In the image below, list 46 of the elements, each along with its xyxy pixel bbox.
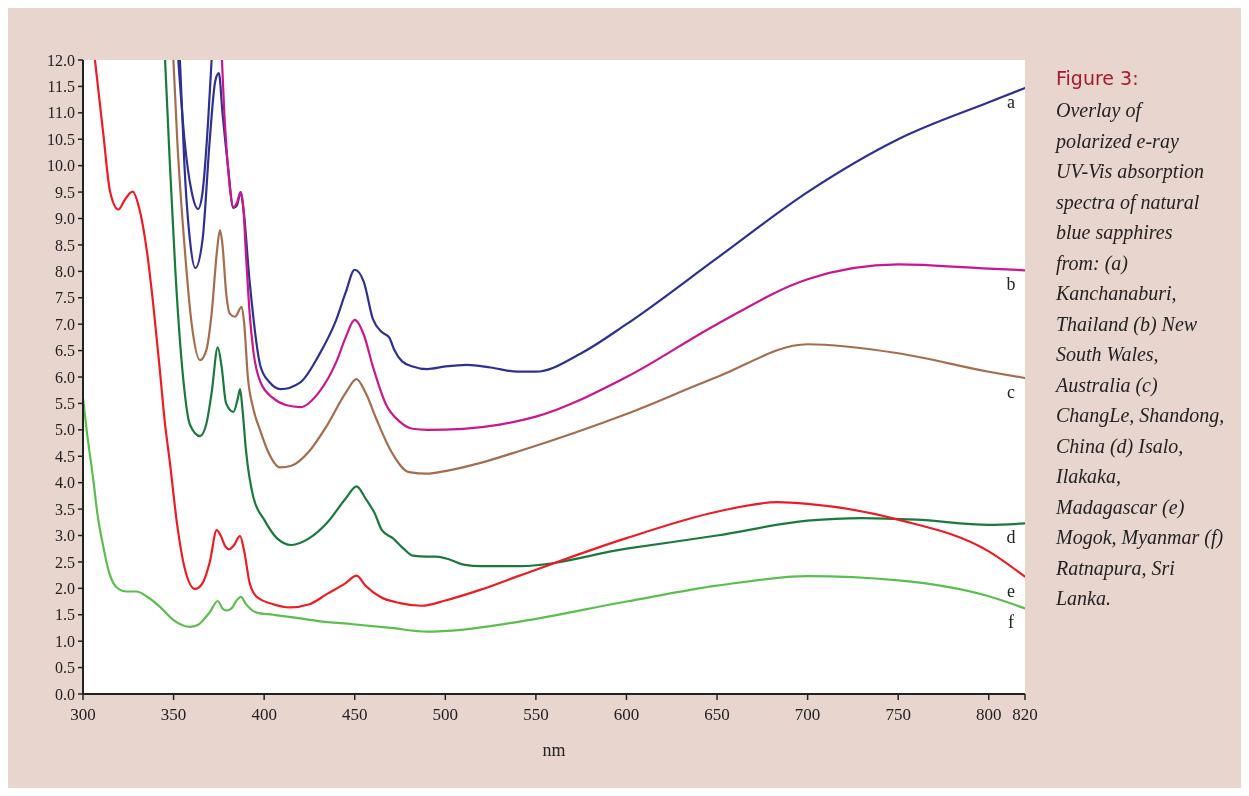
y-tick-label: 11.0 [47,104,75,122]
y-tick-label: 6.5 [55,342,75,360]
y-tick-label: 2.5 [55,553,75,571]
y-tick-label: 8.5 [55,236,75,254]
x-tick-label: 650 [704,705,730,724]
x-tick-label: 750 [885,705,911,724]
y-tick-label: 3.0 [55,527,75,545]
y-tick-label: 12.0 [47,51,75,69]
x-tick-label: 300 [70,705,96,724]
series-label: f [1008,612,1014,633]
y-tick-label: 2.0 [55,579,75,597]
y-tick-label: 9.5 [55,183,75,201]
y-tick-label: 3.5 [55,500,75,518]
x-tick-label: 500 [432,705,459,724]
y-tick-label: 1.5 [55,606,75,624]
y-tick-label: 10.5 [47,130,75,148]
x-tick-label: 400 [251,705,277,724]
text: Figure 3: [1056,67,1139,89]
x-tick-label: 800 [976,705,1002,724]
y-tick-label: 4.5 [55,447,75,465]
x-tick-label: 350 [160,705,187,724]
series-label: b [1006,274,1016,295]
text: Overlay of polarized e-ray UV-Vis absorption spectra of natural blue sapphires from: (a) Kanchanaburi, Thailand (b) New South Wales, Australia (c) ChangLe, Shandong, China (d) Isalo, Ilakaka, Madagascar (e) Mogok, Myanmar (f) Ratnapura, Sri Lanka. [1056,99,1225,609]
series-label: c [1007,382,1015,403]
y-tick-label: 1.0 [55,632,75,650]
x-tick-label: 700 [794,705,821,724]
y-tick-label: 9.0 [55,210,75,228]
y-tick-label: 4.0 [55,474,75,492]
y-tick-label: 6.0 [55,368,75,386]
x-tick-label: 820 [1012,705,1038,724]
x-tick-label: 450 [341,705,368,724]
y-tick-label: 5.0 [55,421,75,439]
series-label: a [1007,92,1015,112]
y-tick-label: 11.5 [47,78,75,96]
x-tick-label: 550 [523,705,549,724]
x-axis-title: nm [542,740,566,760]
series-label: d [1006,527,1016,548]
y-tick-label: 5.5 [55,395,75,413]
y-tick-label: 0.5 [55,659,75,677]
y-tick-label: 7.5 [55,289,75,307]
y-tick-label: 7.0 [55,315,75,333]
y-tick-label: 0.0 [55,685,75,703]
x-tick-label: 600 [613,705,640,724]
y-tick-label: 10.0 [47,157,75,175]
series-label: e [1007,580,1015,601]
y-tick-label: 8.0 [55,262,75,280]
